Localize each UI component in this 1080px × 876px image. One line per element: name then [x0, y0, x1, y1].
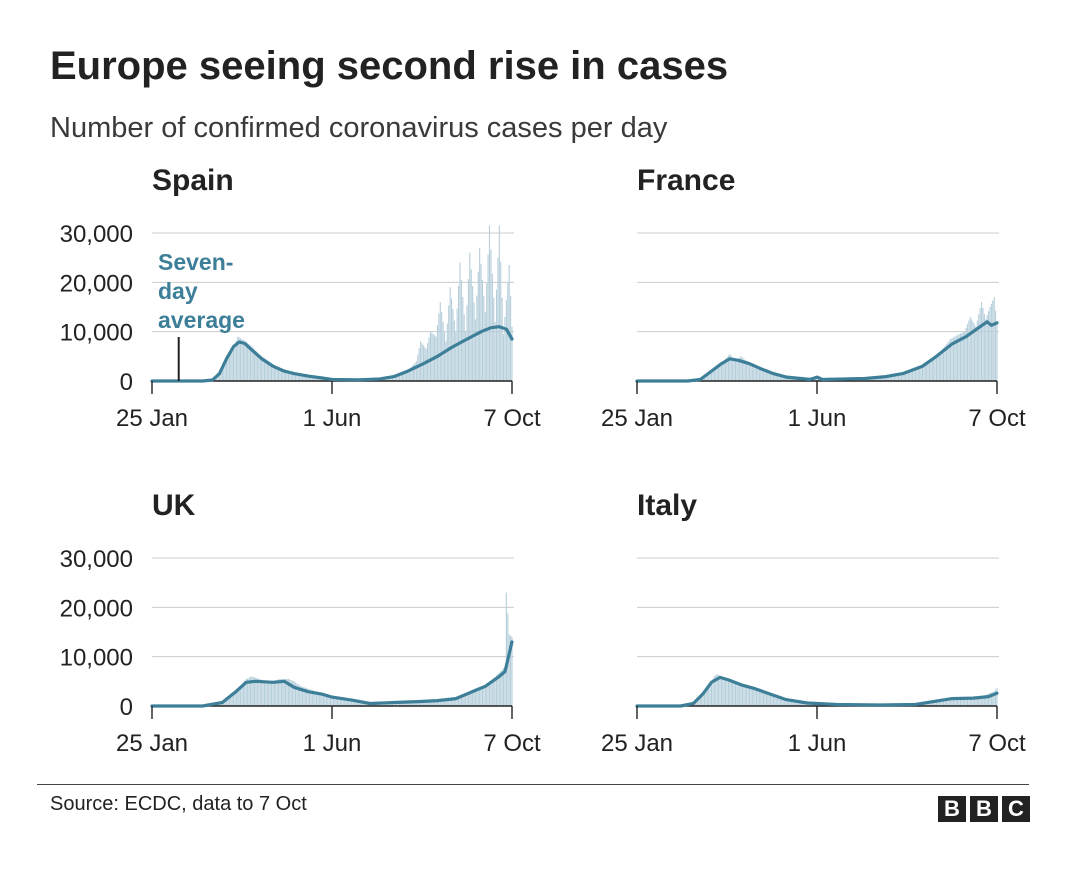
- panel-title: Italy: [637, 489, 697, 522]
- seven-day-average-line: [635, 320, 999, 383]
- y-tick-label: 20,000: [60, 270, 133, 297]
- x-tick-label: 25 Jan: [116, 730, 188, 757]
- source-note: Source: ECDC, data to 7 Oct: [50, 793, 307, 815]
- x-tick-label: 7 Oct: [968, 730, 1026, 757]
- panel-title: France: [637, 164, 735, 197]
- y-tick-label: 30,000: [60, 221, 133, 248]
- seven-day-average-line: [150, 325, 514, 383]
- x-tick-label: 1 Jun: [788, 405, 847, 432]
- x-tick-label: 25 Jan: [601, 730, 673, 757]
- x-tick-label: 25 Jan: [116, 405, 188, 432]
- logo-letter: C: [1002, 796, 1030, 822]
- y-tick-label: 10,000: [60, 645, 133, 672]
- x-tick-label: 25 Jan: [601, 405, 673, 432]
- annotation-label: day: [158, 278, 198, 304]
- x-tick-label: 7 Oct: [483, 405, 541, 432]
- y-tick-label: 30,000: [60, 546, 133, 573]
- y-tick-label: 0: [120, 694, 133, 721]
- y-tick-label: 20,000: [60, 595, 133, 622]
- logo-letter: B: [970, 796, 998, 822]
- panel-title: Spain: [152, 164, 234, 197]
- logo-letter: B: [938, 796, 966, 822]
- panel-title: UK: [152, 489, 196, 522]
- footer-divider: [37, 784, 1029, 785]
- x-tick-label: 7 Oct: [968, 405, 1026, 432]
- annotation-label: average: [158, 307, 245, 333]
- seven-day-average-line: [150, 640, 514, 708]
- x-tick-label: 1 Jun: [303, 730, 362, 757]
- annotation-label: Seven-: [158, 249, 233, 275]
- chart-title: Europe seeing second rise in cases: [50, 44, 729, 88]
- x-tick-label: 1 Jun: [303, 405, 362, 432]
- chart-subtitle: Number of confirmed coronavirus cases pe…: [50, 112, 668, 144]
- x-tick-label: 1 Jun: [788, 730, 847, 757]
- x-tick-label: 7 Oct: [483, 730, 541, 757]
- seven-day-average-line: [635, 675, 999, 708]
- y-tick-label: 10,000: [60, 320, 133, 347]
- bbc-logo: B B C: [938, 796, 1030, 822]
- y-tick-label: 0: [120, 369, 133, 396]
